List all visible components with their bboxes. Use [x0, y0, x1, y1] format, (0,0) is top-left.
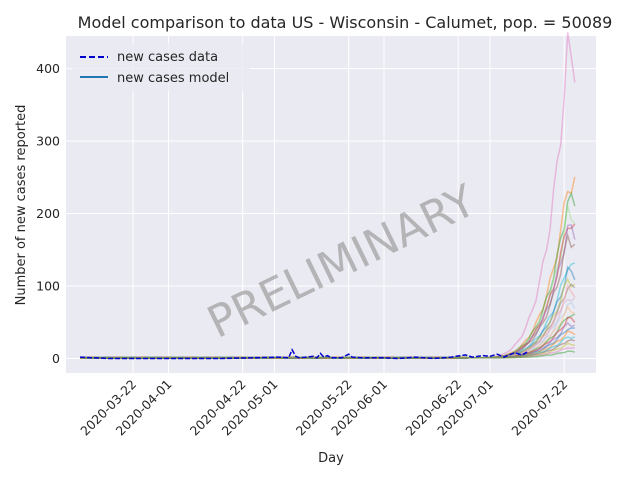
legend-label-model: new cases model: [117, 71, 229, 86]
x-tick-label: 2020-07-22: [508, 377, 570, 439]
data-series-group: [80, 348, 530, 360]
model-series-line: [80, 330, 576, 359]
model-series-line: [80, 350, 575, 359]
y-tick-label: 100: [36, 279, 60, 294]
y-tick-label: 200: [36, 206, 60, 221]
y-tick-label: 0: [52, 351, 60, 366]
chart-title: Model comparison to data US - Wisconsin …: [78, 13, 613, 32]
model-series-line: [80, 265, 576, 359]
y-axis-label: Number of new cases reported: [14, 105, 29, 306]
model-series-line: [80, 223, 576, 359]
model-series-line: [80, 327, 575, 359]
model-series-line: [80, 342, 575, 359]
model-series-line: [80, 297, 576, 359]
model-series-line: [80, 191, 576, 359]
model-series-line: [80, 277, 576, 359]
model-series-line: [80, 262, 576, 359]
plot-area: [66, 36, 596, 373]
model-series-line: [80, 347, 575, 359]
model-series-line: [80, 283, 576, 359]
data-series-line: [80, 348, 530, 360]
grid-lines: [66, 36, 596, 373]
model-series-line: [80, 339, 576, 359]
y-tick-labels: 0 100 200 300 400: [36, 61, 60, 366]
legend-box: [72, 43, 250, 91]
y-tick-label: 400: [36, 61, 60, 76]
y-tick-label: 300: [36, 134, 60, 149]
model-series-line: [80, 32, 576, 359]
model-series-line: [80, 205, 576, 359]
model-series-line: [80, 305, 575, 359]
model-series-line: [80, 224, 576, 359]
model-series-line: [80, 283, 576, 359]
model-series-group: [80, 32, 576, 359]
x-axis-label: Day: [318, 451, 344, 466]
model-series-line: [80, 336, 576, 359]
model-series-line: [80, 301, 576, 359]
model-series-line: [80, 316, 576, 359]
model-series-line: [80, 321, 576, 359]
legend-label-data: new cases data: [117, 50, 218, 65]
legend: new cases data new cases model: [72, 43, 250, 91]
model-series-line: [80, 176, 576, 359]
model-series-line: [80, 313, 576, 359]
model-series-line: [80, 232, 576, 359]
